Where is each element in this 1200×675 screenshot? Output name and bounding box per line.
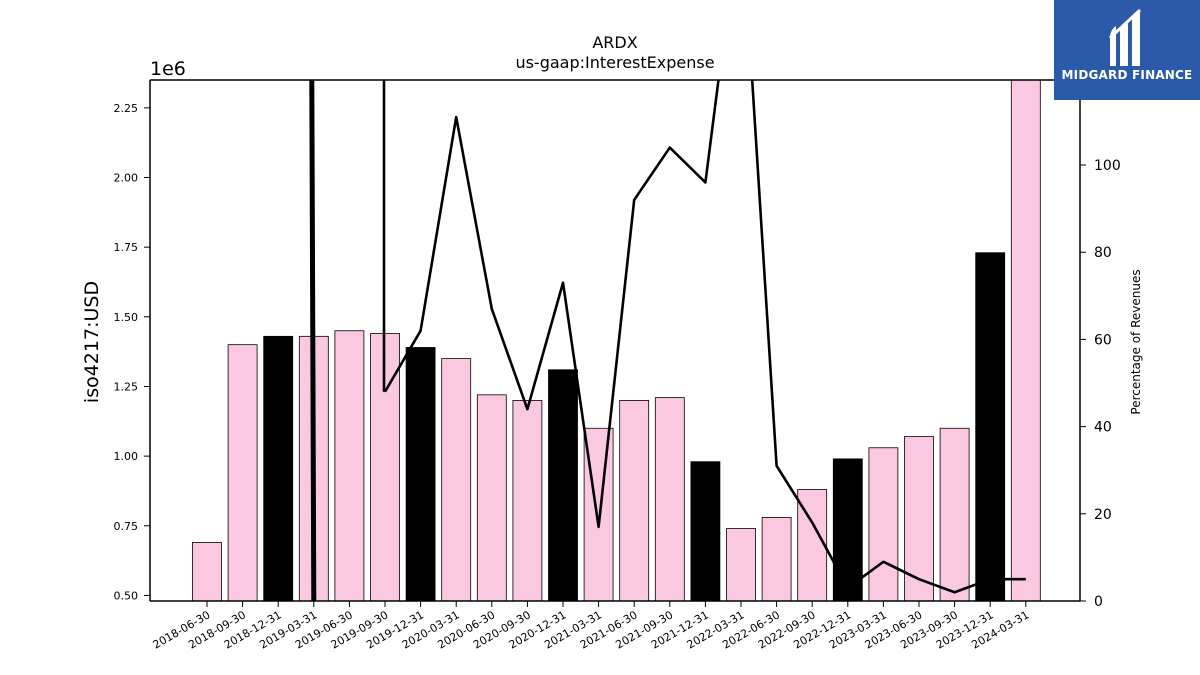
bar-2023-09-30 <box>939 427 970 601</box>
y-tick-label: 1.75 <box>114 241 139 254</box>
bar-2020-06-30 <box>476 394 507 601</box>
bar-2021-09-30 <box>654 397 685 601</box>
bar-2020-09-30 <box>512 400 543 601</box>
bar-2018-09-30 <box>227 344 258 601</box>
percentage-spike-2019-03-31 <box>309 80 317 601</box>
y-scale-label: 1e6 <box>150 58 186 80</box>
bar-2022-06-30 <box>761 517 792 601</box>
bar-2018-12-31 <box>263 335 294 601</box>
y-tick-label: 1.25 <box>114 380 139 393</box>
bar-2021-06-30 <box>619 400 650 601</box>
y2-tick-label: 20 <box>1094 507 1112 523</box>
bar-2021-03-31 <box>583 427 614 601</box>
midgard-finance-logo: MIDGARD FINANCE <box>1054 0 1200 100</box>
y2-axis-label: Percentage of Revenues <box>1129 269 1143 414</box>
y2-tick-label: 0 <box>1094 594 1103 610</box>
bar-2018-06-30 <box>192 542 222 601</box>
y-tick-label: 2.25 <box>114 102 139 115</box>
y-axis-label: iso4217:USD <box>81 281 103 403</box>
y-tick-label: 1.00 <box>114 450 139 463</box>
bar-2019-12-31 <box>405 347 436 601</box>
y-tick-label: 2.00 <box>114 172 139 185</box>
bar-2019-06-30 <box>334 330 365 601</box>
bar-2023-03-31 <box>868 447 899 601</box>
bar-2020-12-31 <box>548 369 578 601</box>
y2-tick-label: 40 <box>1094 420 1112 436</box>
y2-tick-label: 100 <box>1094 158 1121 174</box>
y2-tick-label: 80 <box>1094 245 1112 261</box>
bar-2020-03-31 <box>441 358 472 601</box>
y-tick-label: 0.50 <box>114 589 139 602</box>
y2-tick-label: 60 <box>1094 332 1112 348</box>
y-tick-label: 0.75 <box>114 520 139 533</box>
logo-text: MIDGARD FINANCE <box>1061 68 1193 82</box>
bar-2021-12-31 <box>690 461 721 601</box>
bar-2022-12-31 <box>832 458 863 601</box>
chart-title: ARDX <box>592 33 637 52</box>
bar-2023-12-31 <box>975 252 1006 601</box>
midgard-logo-icon <box>1108 8 1142 67</box>
bar-2024-03-31 <box>1010 80 1041 601</box>
bar-2022-03-31 <box>726 528 756 601</box>
percentage-line <box>383 80 1026 594</box>
y-tick-label: 1.50 <box>114 311 139 324</box>
bar-2023-06-30 <box>904 436 934 601</box>
chart-subtitle: us-gaap:InterestExpense <box>515 53 714 72</box>
